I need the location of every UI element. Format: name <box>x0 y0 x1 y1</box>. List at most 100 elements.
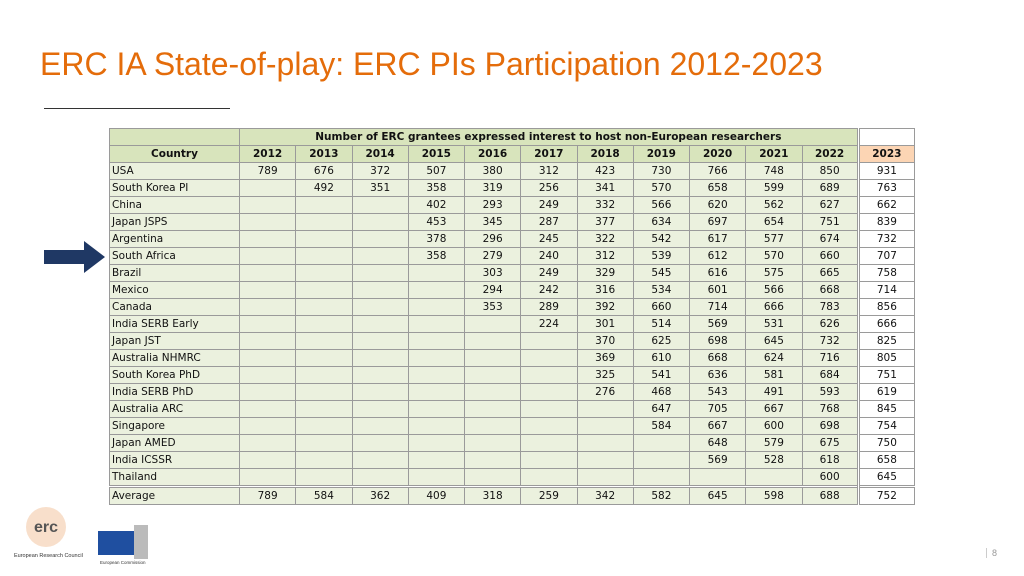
value-cell: 620 <box>688 196 747 214</box>
value-cell <box>351 264 409 282</box>
value-cell: 593 <box>801 383 859 401</box>
data-table: Number of ERC grantees expressed interes… <box>109 128 916 505</box>
value-cell: 370 <box>576 332 634 350</box>
value-cell: 562 <box>745 196 803 214</box>
table-row: Japan AMED 648 579 675 750 <box>109 434 916 452</box>
value-cell <box>632 434 691 452</box>
value-cell: 654 <box>745 213 803 231</box>
value-cell: 647 <box>632 400 691 418</box>
value-cell: 569 <box>688 315 747 333</box>
value-cell: 579 <box>745 434 803 452</box>
column-header: 2022 <box>801 145 859 163</box>
value-cell <box>351 213 409 231</box>
value-cell: 768 <box>801 400 859 418</box>
value-cell: 245 <box>520 230 578 248</box>
value-cell <box>463 417 522 435</box>
value-cell: 714 <box>856 281 916 299</box>
value-cell <box>295 417 353 435</box>
row-label: India ICSSR <box>109 451 240 469</box>
value-cell <box>745 468 803 487</box>
value-cell: 242 <box>520 281 578 299</box>
value-cell: 372 <box>351 162 409 180</box>
value-cell: 345 <box>463 213 522 231</box>
value-cell <box>407 298 466 316</box>
table-row: USA 789 676 372 507 380 312 423 730 766 748 850 931 <box>109 162 916 180</box>
value-cell <box>295 298 353 316</box>
value-cell: 716 <box>801 349 859 367</box>
value-cell: 325 <box>576 366 634 384</box>
table-row: China 402 293 249 332 566 620 562 627 662 <box>109 196 916 214</box>
value-cell <box>351 468 409 487</box>
table-caption: Number of ERC grantees expressed interes… <box>239 128 859 146</box>
value-cell: 601 <box>688 281 747 299</box>
value-cell: 312 <box>520 162 578 180</box>
value-cell <box>295 468 353 487</box>
value-cell: 312 <box>576 247 634 265</box>
row-label: Japan JSPS <box>109 213 240 231</box>
value-cell: 707 <box>856 247 916 265</box>
value-cell: 645 <box>745 332 803 350</box>
value-cell: 423 <box>576 162 634 180</box>
value-cell: 296 <box>463 230 522 248</box>
value-cell <box>238 366 297 384</box>
value-cell: 570 <box>745 247 803 265</box>
table-row: India ICSSR 569 528 618 658 <box>109 451 916 469</box>
value-cell: 763 <box>856 179 916 197</box>
value-cell: 730 <box>632 162 691 180</box>
value-cell: 600 <box>745 417 803 435</box>
value-cell <box>520 451 578 469</box>
value-cell <box>238 298 297 316</box>
value-cell <box>407 264 466 282</box>
row-label: Average <box>109 485 240 505</box>
value-cell <box>295 451 353 469</box>
value-cell: 575 <box>745 264 803 282</box>
value-cell: 542 <box>632 230 691 248</box>
table-row: Thailand 600 645 <box>109 468 916 487</box>
table-row: India SERB PhD 276 468 543 491 593 619 <box>109 383 916 401</box>
value-cell: 224 <box>520 315 578 333</box>
column-header: 2014 <box>351 145 409 163</box>
value-cell <box>238 315 297 333</box>
value-cell <box>238 196 297 214</box>
value-cell: 805 <box>856 349 916 367</box>
value-cell: 825 <box>856 332 916 350</box>
value-cell <box>238 332 297 350</box>
value-cell <box>351 383 409 401</box>
value-cell: 856 <box>856 298 916 316</box>
column-header: 2012 <box>238 145 297 163</box>
value-cell: 845 <box>856 400 916 418</box>
logo: erc European Research Council European C… <box>14 507 148 565</box>
table-row: Average 789 584 362 409 318 259 342 582 645 598 688… <box>109 485 916 505</box>
value-cell: 276 <box>576 383 634 401</box>
value-cell <box>238 468 297 487</box>
value-cell: 684 <box>801 366 859 384</box>
value-cell <box>238 383 297 401</box>
value-cell <box>407 332 466 350</box>
value-cell <box>463 400 522 418</box>
value-cell: 256 <box>520 179 578 197</box>
table-row: South Korea PhD 325 541 636 581 684 751 <box>109 366 916 384</box>
value-cell <box>295 264 353 282</box>
value-cell <box>238 213 297 231</box>
value-cell <box>520 400 578 418</box>
value-cell <box>632 451 691 469</box>
value-cell: 249 <box>520 196 578 214</box>
value-cell: 303 <box>463 264 522 282</box>
value-cell: 612 <box>688 247 747 265</box>
value-cell: 752 <box>856 485 916 505</box>
value-cell: 667 <box>745 400 803 418</box>
table-row: Brazil 303 249 329 545 616 575 665 758 <box>109 264 916 282</box>
value-cell: 714 <box>688 298 747 316</box>
value-cell: 789 <box>238 485 297 505</box>
value-cell: 570 <box>632 179 691 197</box>
value-cell: 528 <box>745 451 803 469</box>
row-label: South Africa <box>109 247 240 265</box>
value-cell: 249 <box>520 264 578 282</box>
value-cell: 534 <box>632 281 691 299</box>
value-cell <box>576 468 634 487</box>
value-cell <box>463 434 522 452</box>
value-cell: 624 <box>745 349 803 367</box>
column-header: 2023 <box>856 145 916 163</box>
value-cell <box>407 383 466 401</box>
value-cell: 582 <box>632 485 691 505</box>
